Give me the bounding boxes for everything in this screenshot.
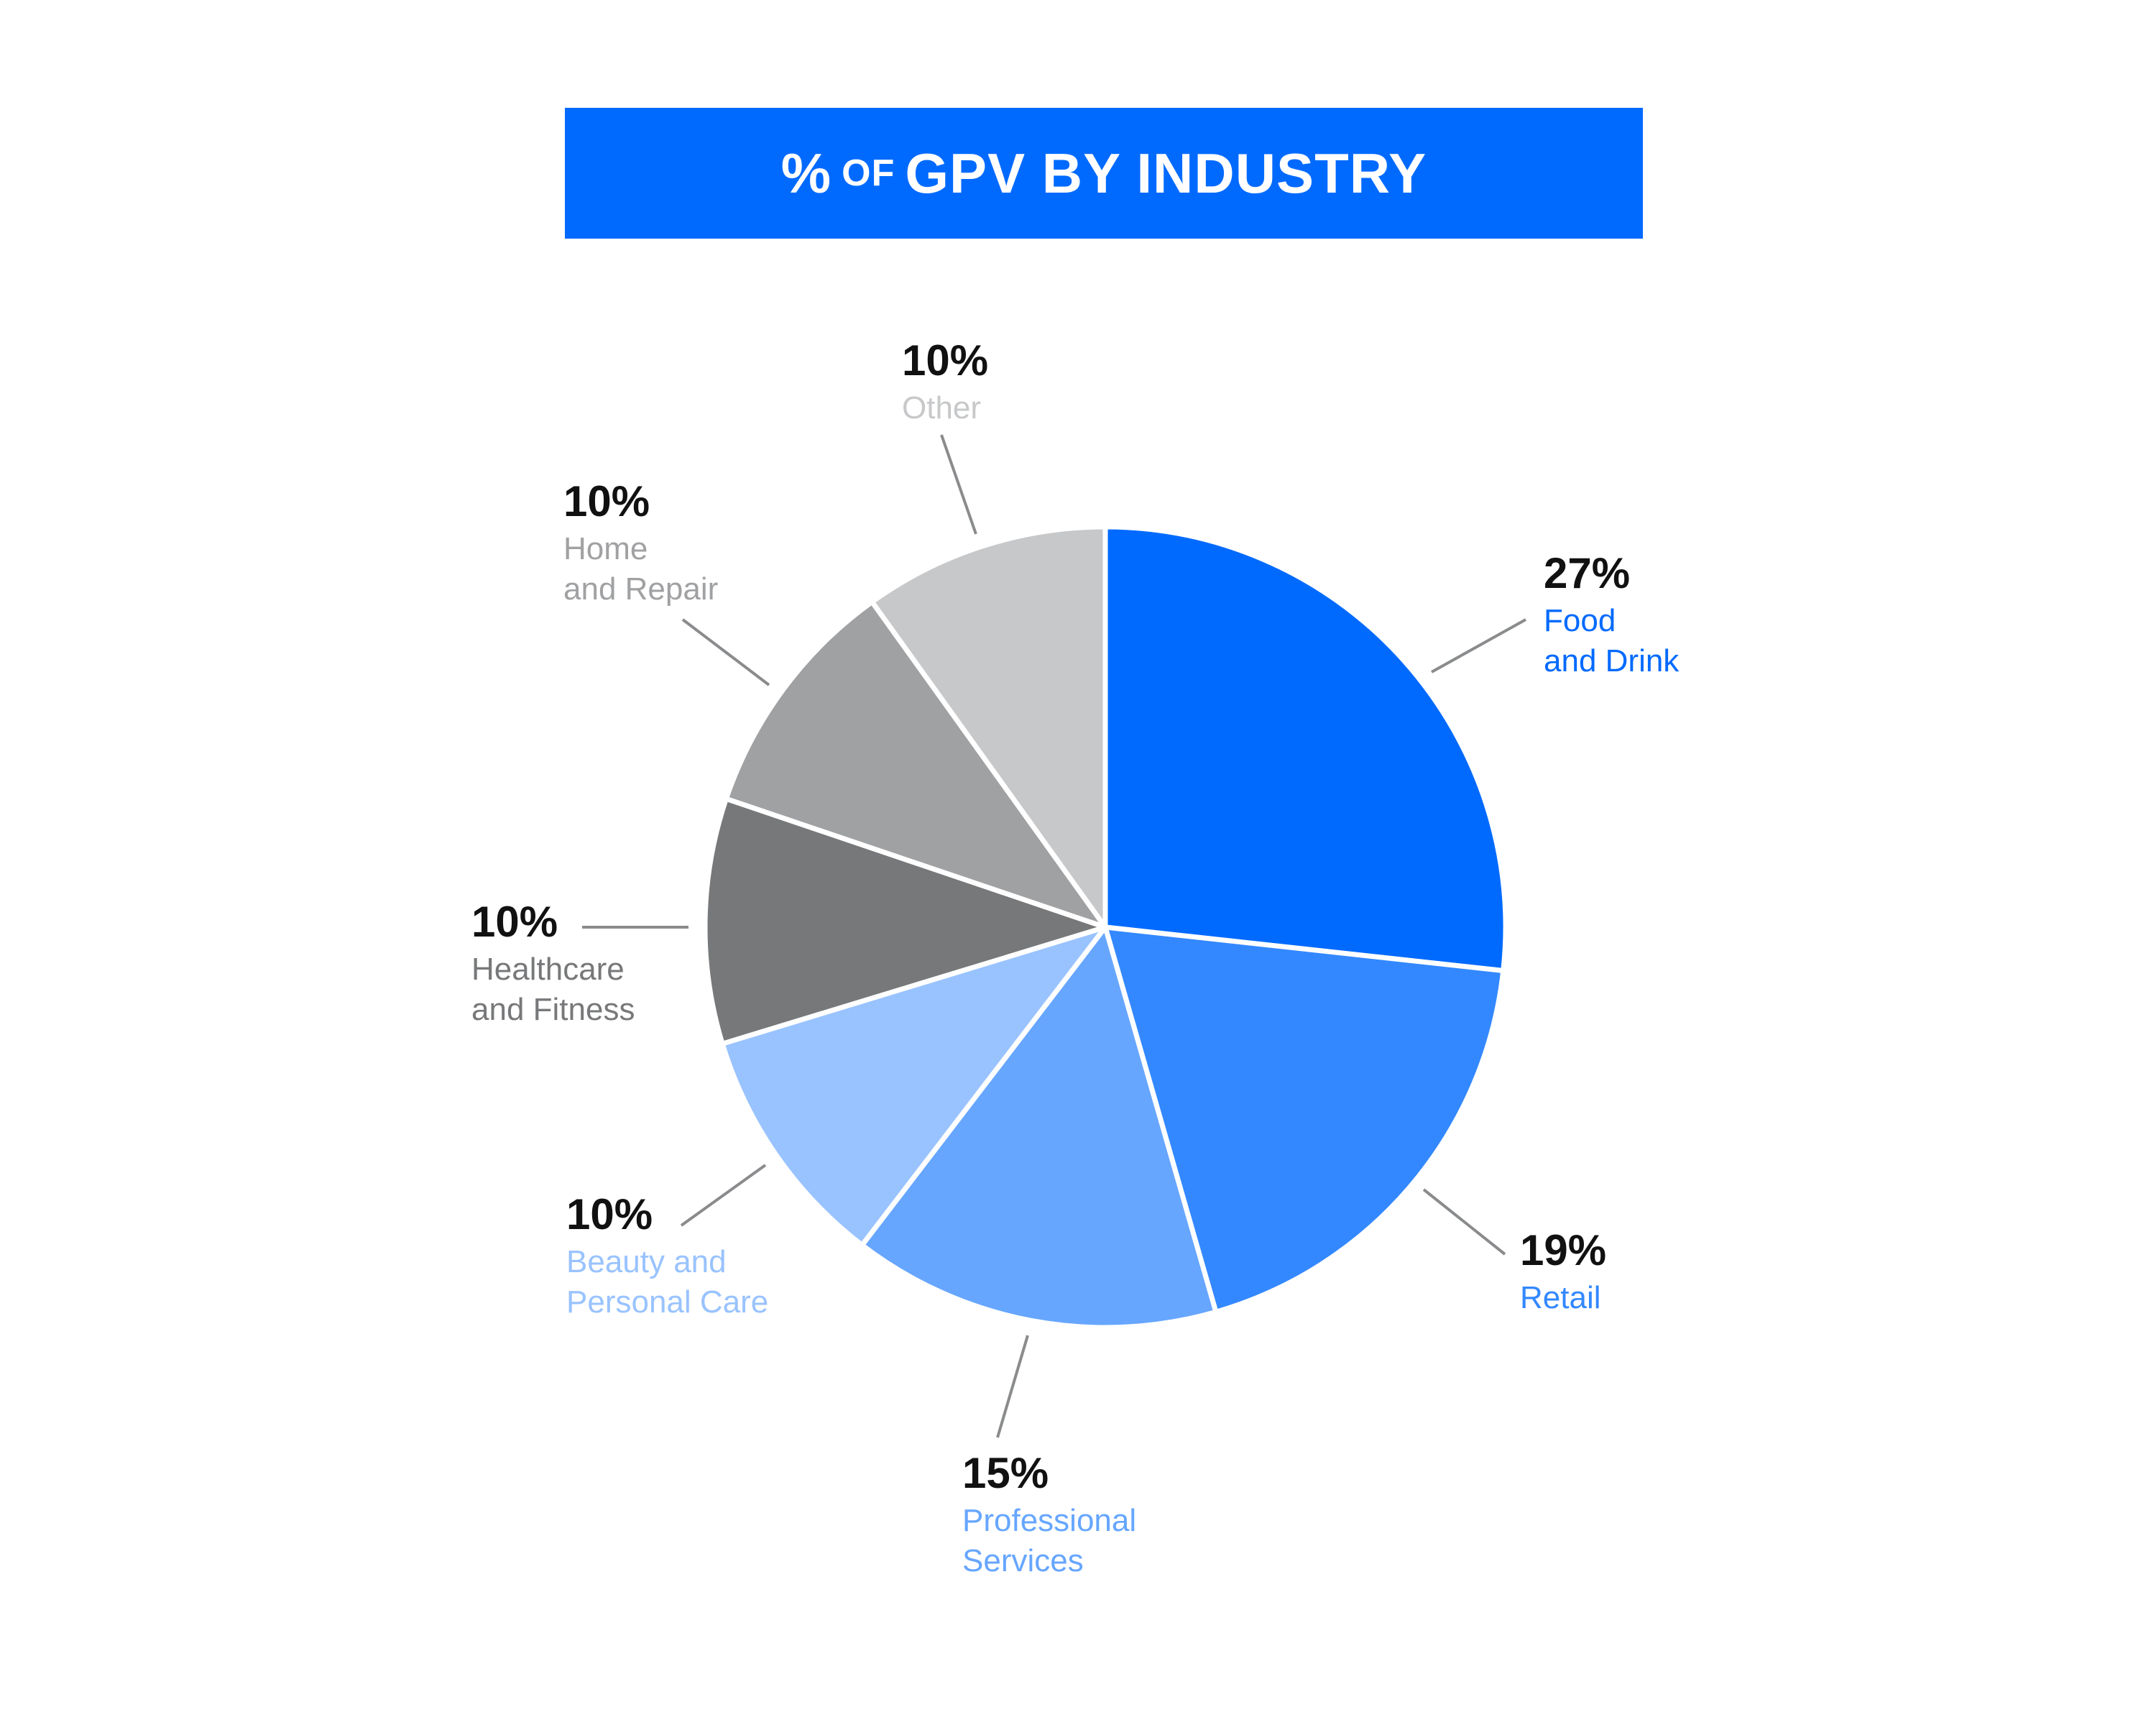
slice-label: 10% Other [902,339,988,428]
slice-category: Home and Repair [563,531,719,607]
slice-percent: 10% [566,1190,653,1238]
slice-label: 19% Retail [1520,1229,1606,1318]
leader-line [1422,1188,1506,1256]
leader-line [681,618,770,686]
chart-title: % OF GPV BY INDUSTRY [565,108,1643,239]
pie-slice [869,524,1108,930]
pie-slice [723,599,1108,930]
slice-percent: 15% [962,1449,1049,1497]
slice-percent: 10% [563,477,650,525]
chart-title-main: GPV BY INDUSTRY [905,141,1427,205]
slice-percent: 27% [1544,549,1631,597]
chart-title-percent: % [780,141,832,205]
slice-category: Retail [1520,1280,1601,1315]
pie-slice [719,924,1108,1248]
leader-line [996,1335,1029,1438]
pie-slice [859,924,1219,1330]
slice-label: 10% Beauty and Personal Care [566,1193,768,1322]
pie-slice [702,796,1108,1046]
slice-label: 10% Healthcare and Fitness [471,901,635,1030]
slice-category: Healthcare and Fitness [471,952,635,1027]
slice-percent: 10% [902,336,989,385]
slice-category: Other [902,390,982,426]
leader-line [680,1164,767,1227]
slice-category: Food and Drink [1544,603,1680,678]
slice-label: 15% Professional Services [962,1452,1136,1581]
slice-percent: 10% [471,898,558,946]
leader-line [940,434,977,535]
slice-percent: 19% [1520,1226,1607,1274]
slice-label: 10% Home and Repair [563,480,718,610]
slice-category: Beauty and Personal Care [566,1244,769,1320]
slice-label: 27% Food and Drink [1544,552,1679,681]
slice-category: Professional Services [962,1503,1137,1578]
pie-slice [1102,924,1506,1315]
pie-slice [1102,524,1508,974]
chart-title-of: OF [842,152,895,194]
leader-line [1431,618,1526,673]
